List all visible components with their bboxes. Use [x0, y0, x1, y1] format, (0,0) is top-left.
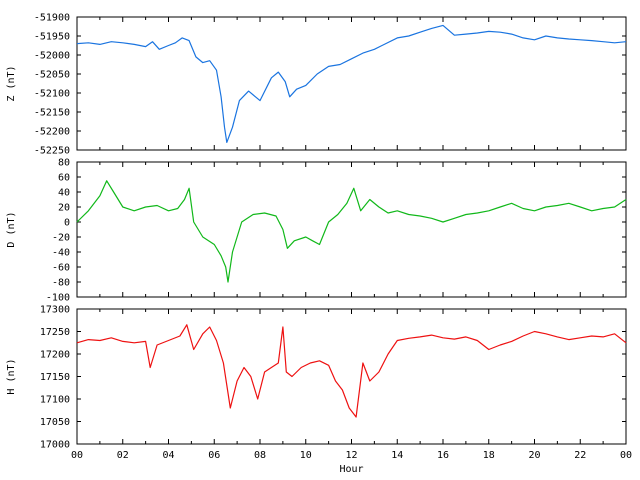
plot-frame-h — [76, 308, 627, 445]
y-tick-label: -51900 — [34, 13, 70, 24]
y-axis-title-d: D (nT) — [6, 211, 17, 247]
y-tick-label: -52150 — [34, 108, 70, 119]
series-line-d — [76, 180, 627, 283]
x-tick-label: 06 — [208, 450, 220, 461]
y-tick-label: 17250 — [40, 327, 70, 338]
y-tick-label: -52250 — [34, 146, 70, 157]
y-tick-label: 20 — [58, 203, 70, 214]
y-tick-label: 60 — [58, 173, 70, 184]
y-tick-label: 0 — [64, 218, 70, 229]
y-tick-label: -52050 — [34, 70, 70, 81]
plot-frame-d — [76, 161, 627, 298]
y-tick-label: 17150 — [40, 372, 70, 383]
y-tick-label: -80 — [52, 278, 70, 289]
y-tick-label: -52100 — [34, 89, 70, 100]
y-tick-label: -52200 — [34, 127, 70, 138]
y-tick-label: 40 — [58, 188, 70, 199]
y-axis-title-h: H (nT) — [6, 358, 17, 394]
x-tick-label: 00 — [620, 450, 632, 461]
x-tick-label: 14 — [391, 450, 403, 461]
y-tick-label: 17300 — [40, 305, 70, 316]
y-tick-label: 17100 — [40, 395, 70, 406]
x-tick-label: 20 — [528, 450, 540, 461]
series-line-z — [76, 24, 627, 143]
x-tick-label: 00 — [71, 450, 83, 461]
x-tick-label: 08 — [254, 450, 266, 461]
y-tick-label: 80 — [58, 158, 70, 169]
x-tick-label: 16 — [437, 450, 449, 461]
y-tick-label: -52000 — [34, 51, 70, 62]
y-tick-label: -51950 — [34, 32, 70, 43]
x-tick-label: 04 — [162, 450, 174, 461]
y-tick-label: -60 — [52, 263, 70, 274]
y-tick-label: -40 — [52, 248, 70, 259]
y-tick-label: -100 — [46, 293, 70, 304]
y-tick-label: -20 — [52, 233, 70, 244]
x-tick-label: 18 — [483, 450, 495, 461]
x-tick-label: 12 — [345, 450, 357, 461]
y-tick-label: 17200 — [40, 350, 70, 361]
y-tick-label: 17000 — [40, 440, 70, 451]
y-tick-label: 17050 — [40, 417, 70, 428]
series-line-h — [76, 324, 627, 418]
x-tick-label: 02 — [117, 450, 129, 461]
x-tick-label: 22 — [574, 450, 586, 461]
x-tick-label: 10 — [300, 450, 312, 461]
x-axis-title: Hour — [339, 464, 363, 475]
y-axis-title-z: Z (nT) — [6, 65, 17, 101]
